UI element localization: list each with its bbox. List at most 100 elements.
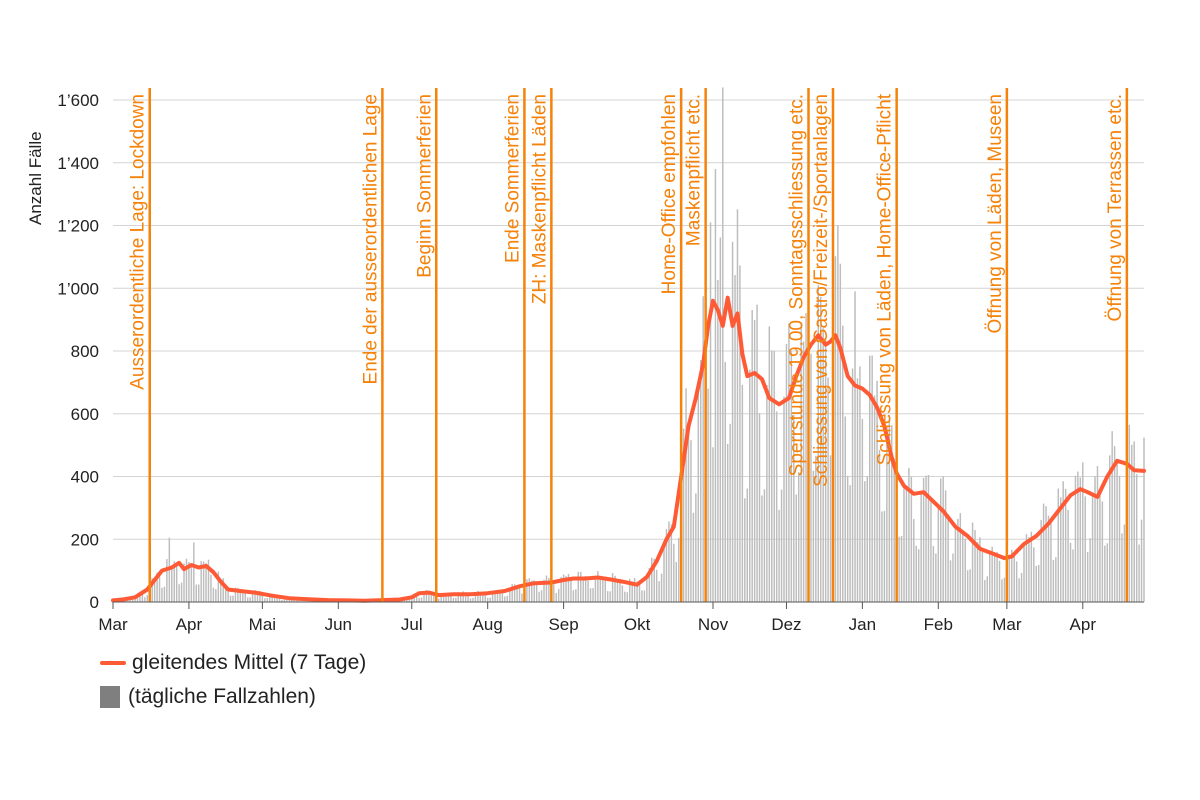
daily-case-bar [570,579,572,602]
daily-case-bar [611,573,614,602]
daily-case-bar [802,341,805,602]
daily-case-bar [815,455,817,602]
bar-swatch-icon [100,686,120,708]
daily-case-bar [751,310,753,602]
daily-case-bar [925,475,927,602]
x-tick-label: Dez [771,615,801,634]
daily-case-bar [577,571,580,602]
daily-case-bar [516,584,518,602]
event-label: Ausserordentliche Lage: Lockdown [128,94,149,390]
daily-case-bar [932,546,935,602]
daily-case-bar [1033,547,1035,602]
daily-case-bar [624,591,626,602]
daily-case-bar [824,337,827,602]
daily-case-bar [820,296,822,602]
daily-case-bar [702,296,704,602]
daily-case-bar [415,596,418,602]
daily-case-bar [477,590,479,602]
daily-case-bar [205,563,207,602]
daily-case-bar [812,470,815,602]
line-swatch-icon [100,661,126,665]
daily-case-bar [790,351,793,602]
daily-case-bar [913,519,915,602]
daily-case-bar [922,477,925,602]
daily-case-bar [597,571,599,602]
y-tick-label: 1’200 [57,217,99,236]
daily-case-bar [976,542,979,602]
daily-case-bar [469,598,472,602]
daily-case-bar [658,581,660,602]
event-label: Schliessung von Gastro/Freizeit-/Sportan… [811,94,832,487]
daily-case-bar [974,529,976,602]
daily-case-bar [846,475,849,602]
daily-case-bar [957,518,959,602]
daily-case-bar [1069,542,1072,602]
daily-case-bar [1123,524,1126,602]
daily-case-bar [780,489,783,602]
daily-case-bar [1106,543,1108,602]
daily-case-bar [964,538,966,602]
daily-case-bar [697,389,700,602]
daily-case-bar [1116,462,1118,602]
daily-case-bar [1118,475,1121,602]
daily-case-bar [175,563,178,602]
gridlines [113,99,1144,603]
daily-case-bar [178,584,180,602]
daily-case-bar [1037,564,1040,602]
daily-case-bar [685,388,687,602]
daily-case-bar [1143,437,1145,602]
daily-case-bar [271,593,273,602]
daily-case-bar [602,577,604,602]
daily-case-bar [486,597,489,602]
daily-case-bar [227,591,229,602]
daily-case-bar [861,418,864,602]
daily-case-bar [139,592,141,602]
daily-case-bar [188,562,190,602]
daily-case-bar [1035,565,1037,602]
daily-case-bar [949,560,952,602]
daily-case-bar [298,600,300,602]
daily-case-bar [741,384,744,602]
daily-case-bar [496,590,499,602]
legend-label-moving-average: gleitendes Mittel (7 Tage) [132,651,367,674]
daily-case-bar [734,275,736,602]
daily-case-bar [638,585,641,602]
daily-case-bar [450,596,452,602]
daily-case-bar [455,597,457,602]
event-label: Ende Sommerferien [502,94,523,263]
daily-case-bar [881,511,883,602]
daily-case-bar [952,553,954,602]
daily-case-bar [526,579,528,602]
daily-case-bar [646,574,648,602]
daily-case-bar [1133,441,1135,602]
daily-case-bar [626,592,629,602]
daily-case-bar [842,325,844,602]
daily-case-bar [1089,538,1091,602]
daily-case-bar [440,594,442,602]
daily-case-bar [161,587,163,602]
daily-case-bar [739,265,741,602]
daily-case-bar [1067,509,1069,602]
daily-case-bar [1079,477,1082,602]
daily-case-bar [1099,491,1101,602]
daily-case-bar [893,458,895,602]
event-label: Ende der ausserordentlichen Lage [360,94,381,384]
daily-case-bar [1050,523,1052,602]
daily-case-bar [878,450,881,602]
daily-case-bar [212,587,215,602]
daily-case-bar [185,558,188,602]
daily-case-bar [1045,506,1047,602]
daily-case-bar [856,378,859,602]
daily-case-bar [984,580,986,602]
x-tick-label: Feb [924,615,953,634]
daily-case-bar [1015,561,1018,602]
daily-case-bar [709,222,712,603]
daily-case-bar [1060,497,1062,602]
daily-case-bar [1052,560,1055,602]
daily-case-bar [528,578,531,602]
daily-case-bar [425,589,428,602]
daily-case-bar [756,304,758,602]
event-label: Sperrstunde 19.00, Sonntagsschliessung e… [787,94,808,476]
daily-case-bar [729,423,731,602]
daily-case-bar [202,561,205,602]
